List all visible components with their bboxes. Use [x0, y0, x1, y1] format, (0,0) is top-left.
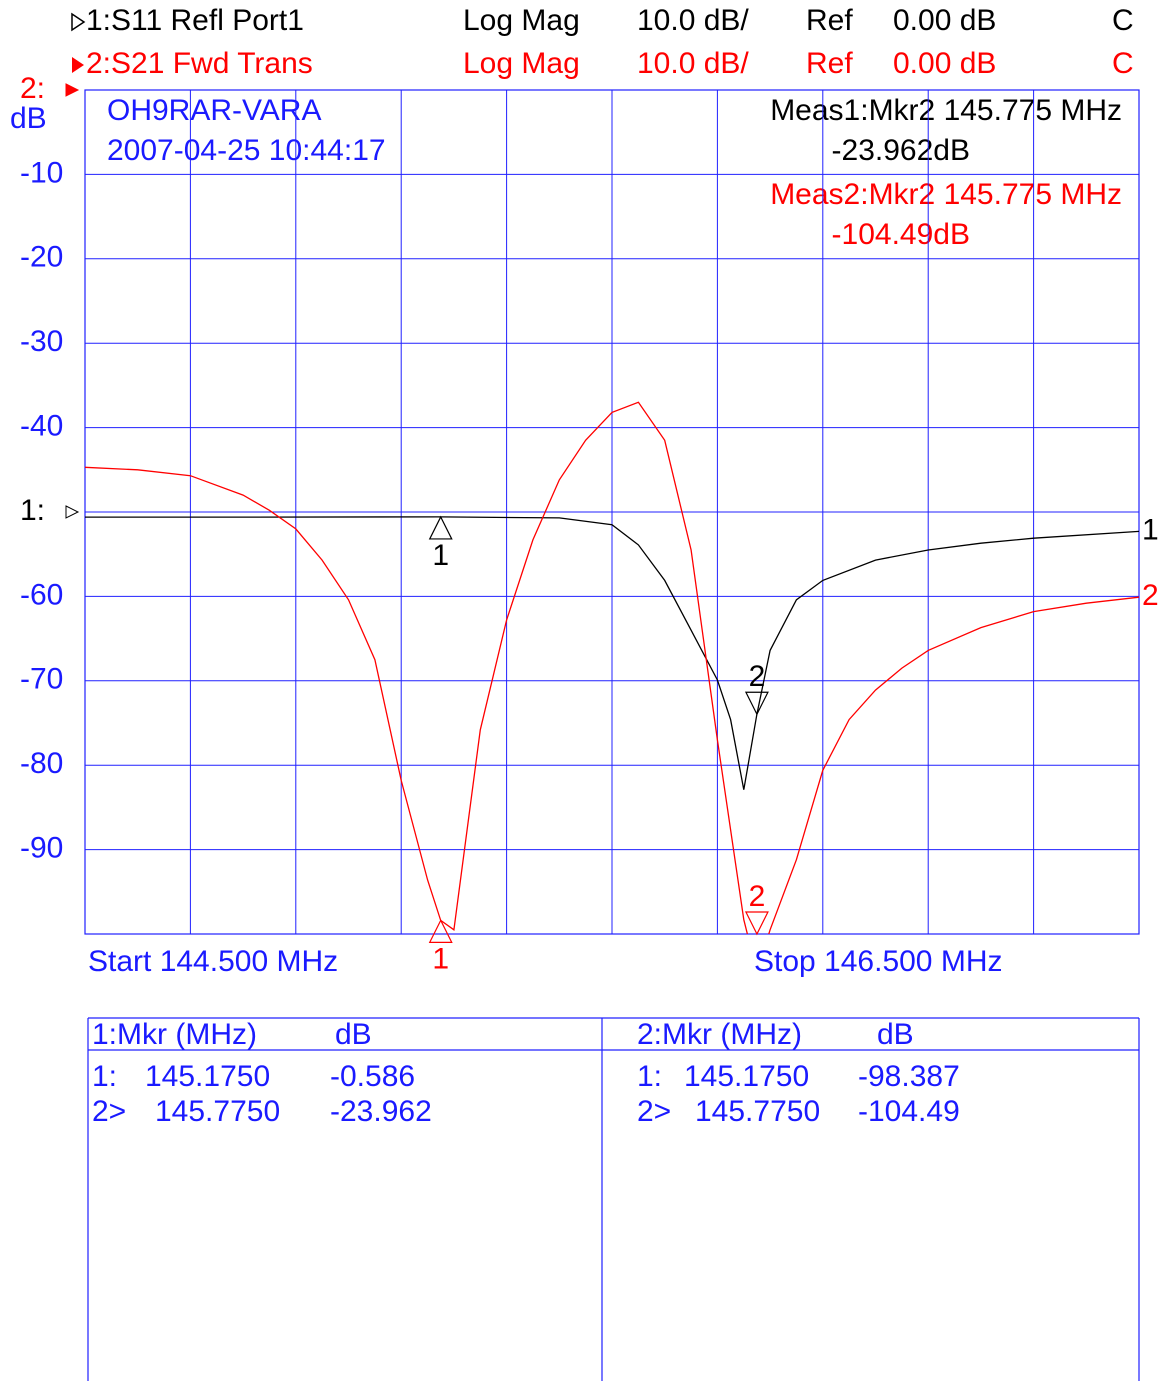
marker — [428, 515, 453, 540]
marker — [744, 691, 769, 716]
scale: 10.0 dB/ — [637, 47, 749, 80]
measurement: -23.962dB — [832, 134, 970, 167]
ref-label: Ref — [806, 4, 853, 37]
trace — [85, 516, 1139, 790]
scale: 10.0 dB/ — [637, 4, 749, 37]
table-cell: 145.7750 — [695, 1095, 820, 1128]
marker-label: 2 — [749, 880, 766, 913]
trace-end-label: 2 — [1142, 579, 1159, 612]
y-tick-label: -30 — [20, 325, 63, 358]
table-cell: -0.586 — [330, 1060, 415, 1093]
trace-end-label: 1 — [1142, 513, 1159, 546]
trace-name: 2:S21 Fwd Trans — [86, 47, 313, 80]
marker-table — [87, 1017, 1140, 1381]
table-cell: -98.387 — [858, 1060, 960, 1093]
table-cell: 145.1750 — [145, 1060, 270, 1093]
ref-value: 0.00 dB — [893, 4, 996, 37]
ref-label: 2: — [20, 72, 45, 105]
table-header: 1:Mkr (MHz) — [92, 1018, 257, 1051]
trace — [85, 401, 1139, 934]
annotation: 2007-04-25 10:44:17 — [107, 134, 386, 167]
trace-indicator — [71, 12, 86, 32]
channel: C — [1112, 4, 1134, 37]
start-label: Start 144.500 MHz — [88, 945, 338, 978]
y-tick-label: -40 — [20, 410, 63, 443]
ref-label: 1: — [20, 494, 45, 527]
ref-label: Ref — [806, 47, 853, 80]
format: Log Mag — [463, 4, 580, 37]
measurement: Meas1:Mkr2 145.775 MHz — [770, 94, 1122, 127]
trace-indicator — [72, 57, 84, 73]
table-cell: 145.7750 — [155, 1095, 280, 1128]
format: Log Mag — [463, 47, 580, 80]
table-cell: 145.1750 — [684, 1060, 809, 1093]
marker — [744, 911, 769, 936]
marker — [428, 919, 453, 943]
table-header: dB — [335, 1018, 372, 1051]
annotation: OH9RAR-VARA — [107, 94, 321, 127]
y-tick-label: -10 — [20, 156, 63, 189]
trace-name: 1:S11 Refl Port1 — [86, 4, 304, 37]
table-cell: 2> — [92, 1095, 126, 1128]
table-cell: 1: — [92, 1060, 117, 1093]
marker-label: 2 — [749, 660, 766, 693]
y-axis-label: dB — [10, 102, 47, 135]
table-cell: -23.962 — [330, 1095, 432, 1128]
y-tick-label: -70 — [20, 663, 63, 696]
ref-pointer — [65, 83, 80, 97]
marker-label: 1 — [432, 539, 449, 572]
ref-pointer — [65, 505, 80, 519]
y-tick-label: -90 — [20, 832, 63, 865]
channel: C — [1112, 47, 1134, 80]
measurement: Meas2:Mkr2 145.775 MHz — [770, 178, 1122, 211]
table-header: 2:Mkr (MHz) — [637, 1018, 802, 1051]
y-tick-label: -20 — [20, 241, 63, 274]
y-tick-label: -60 — [20, 578, 63, 611]
table-cell: 2> — [637, 1095, 671, 1128]
stop-label: Stop 146.500 MHz — [754, 945, 1002, 978]
measurement: -104.49dB — [832, 218, 970, 251]
ref-value: 0.00 dB — [893, 47, 996, 80]
y-tick-label: -80 — [20, 747, 63, 780]
table-header: dB — [877, 1018, 914, 1051]
table-cell: -104.49 — [858, 1095, 960, 1128]
marker-label: 1 — [432, 942, 449, 975]
table-cell: 1: — [637, 1060, 662, 1093]
